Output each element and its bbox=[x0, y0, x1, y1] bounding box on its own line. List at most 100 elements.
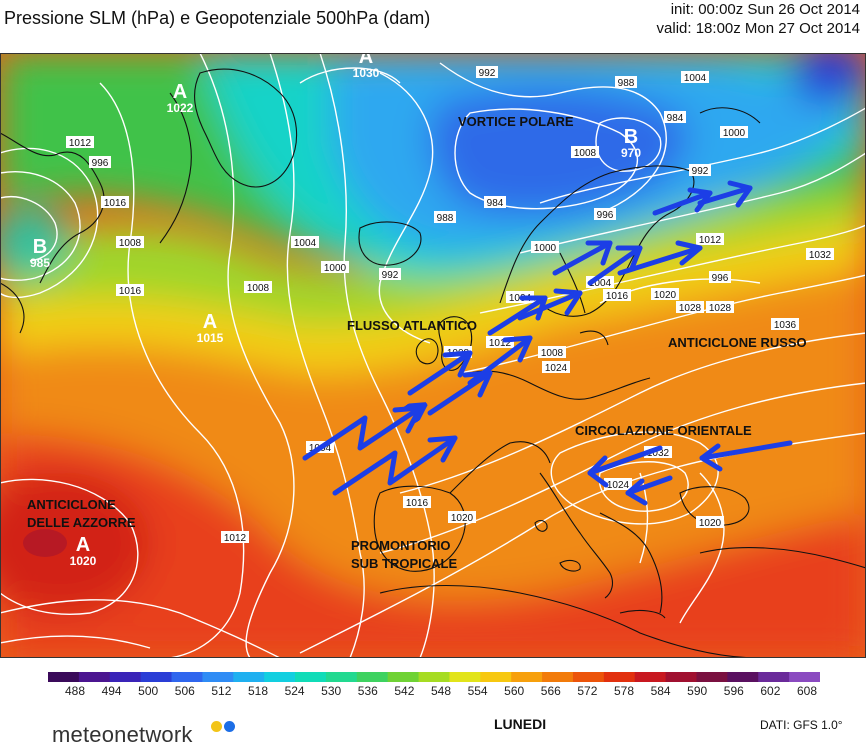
color-scale-swatch bbox=[696, 672, 728, 682]
svg-text:1012: 1012 bbox=[69, 138, 92, 149]
svg-text:1008: 1008 bbox=[247, 283, 270, 294]
isobar-label: 1008 bbox=[116, 236, 144, 249]
svg-text:1015: 1015 bbox=[197, 331, 224, 345]
svg-text:1012: 1012 bbox=[489, 338, 512, 349]
color-scale-swatch bbox=[295, 672, 327, 682]
svg-text:1000: 1000 bbox=[534, 243, 557, 254]
isobar-label: 1020 bbox=[651, 288, 679, 301]
map-annotations: VORTICE POLARE FLUSSO ATLANTICO ANTICICL… bbox=[27, 114, 807, 571]
atlantic-arrow-12 bbox=[697, 185, 753, 206]
svg-text:1036: 1036 bbox=[774, 320, 797, 331]
svg-text:992: 992 bbox=[479, 68, 496, 79]
color-scale-swatch bbox=[789, 672, 820, 682]
arrowhead-a3 bbox=[442, 350, 473, 378]
color-scale-tick: 488 bbox=[64, 684, 86, 698]
init-time: init: 00:00z Sun 26 Oct 2014 bbox=[670, 1, 860, 18]
color-scale-swatch bbox=[325, 672, 358, 682]
color-scale-swatch bbox=[48, 672, 80, 682]
east-arrow-2 bbox=[587, 455, 609, 488]
isobar-label: 1016 bbox=[603, 289, 631, 302]
atlantic-arrow-7 bbox=[517, 290, 583, 321]
arrowhead-a11 bbox=[687, 187, 713, 213]
isobar-label: 1016 bbox=[403, 496, 431, 509]
svg-text:992: 992 bbox=[692, 166, 709, 177]
svg-text:1028: 1028 bbox=[709, 303, 732, 314]
svg-text:B: B bbox=[624, 126, 638, 148]
isobar-label: 1012 bbox=[66, 136, 94, 149]
isobar-label: 988 bbox=[615, 76, 637, 89]
east-arrow-3 bbox=[625, 475, 673, 496]
svg-text:A: A bbox=[359, 53, 373, 68]
label-promontorio-1: PROMONTORIO bbox=[351, 538, 450, 553]
arrowhead-a7 bbox=[553, 288, 583, 316]
color-scale-swatch bbox=[140, 672, 173, 682]
atlantic-arrow-9 bbox=[587, 245, 643, 286]
color-scale-swatch bbox=[264, 672, 296, 682]
svg-text:1016: 1016 bbox=[406, 498, 429, 509]
run-info: init: 00:00z Sun 26 Oct 2014 valid: 18:0… bbox=[657, 0, 860, 38]
east-arrow-4 bbox=[625, 478, 648, 506]
svg-text:1000: 1000 bbox=[324, 263, 347, 274]
svg-text:1020: 1020 bbox=[699, 518, 722, 529]
svg-text:1016: 1016 bbox=[606, 291, 629, 302]
svg-text:1020: 1020 bbox=[451, 513, 474, 524]
label-circolazione: CIRCOLAZIONE ORIENTALE bbox=[575, 423, 752, 438]
isobar-label: 996 bbox=[594, 208, 616, 221]
svg-text:1008: 1008 bbox=[574, 148, 597, 159]
day-label: LUNEDI bbox=[494, 716, 547, 732]
svg-text:1016: 1016 bbox=[104, 198, 127, 209]
color-scale-swatch bbox=[356, 672, 389, 682]
isobars bbox=[0, 53, 866, 658]
atlantic-arrow-3 bbox=[407, 350, 473, 396]
atlantic-arrow-2 bbox=[332, 435, 458, 496]
svg-text:1008: 1008 bbox=[119, 238, 142, 249]
arrowhead-a8 bbox=[585, 240, 613, 266]
isobar-label: 996 bbox=[709, 271, 731, 284]
svg-text:1004: 1004 bbox=[589, 278, 612, 289]
color-scale-swatch bbox=[727, 672, 759, 682]
color-scale-swatch bbox=[233, 672, 265, 682]
field-blue bbox=[429, 89, 688, 216]
east-arrow-6 bbox=[699, 443, 723, 472]
atlantic-arrow-11 bbox=[652, 190, 713, 216]
color-scale-tick: 572 bbox=[577, 684, 598, 698]
svg-text:1028: 1028 bbox=[679, 303, 702, 314]
color-scale-swatch bbox=[480, 672, 512, 682]
color-scale-tick: 584 bbox=[650, 684, 671, 698]
east-arrow-1 bbox=[587, 445, 663, 476]
atlantic-arrow-4 bbox=[427, 370, 493, 416]
color-scale-swatch bbox=[572, 672, 605, 682]
arrowhead-a5 bbox=[502, 335, 533, 363]
svg-text:970: 970 bbox=[621, 146, 641, 160]
isobar-label: 1032 bbox=[806, 248, 834, 261]
isobar-label: 1004 bbox=[291, 236, 319, 249]
data-source: DATI: GFS 1.0° bbox=[760, 718, 843, 732]
svg-text:1020: 1020 bbox=[70, 554, 97, 568]
isobar-label: 1024 bbox=[604, 478, 632, 491]
svg-text:1032: 1032 bbox=[809, 250, 832, 261]
isobar-label: 1020 bbox=[696, 516, 724, 529]
color-scale-tick: 530 bbox=[321, 684, 342, 698]
chart-title: Pressione SLM (hPa) e Geopotenziale 500h… bbox=[4, 8, 431, 28]
svg-text:992: 992 bbox=[382, 270, 399, 281]
svg-text:984: 984 bbox=[487, 198, 504, 209]
isobar-label: 1012 bbox=[696, 233, 724, 246]
color-scale-tick: 608 bbox=[796, 684, 818, 698]
color-scale-tick: 518 bbox=[247, 684, 269, 698]
isobar-label: 1020 bbox=[448, 511, 476, 524]
arrowhead-a2 bbox=[427, 435, 458, 463]
color-scale-tick: 602 bbox=[760, 684, 781, 698]
atlantic-arrow-6 bbox=[487, 295, 548, 336]
field-azores-core bbox=[0, 473, 150, 613]
isobar-label: 996 bbox=[89, 156, 111, 169]
svg-text:985: 985 bbox=[30, 256, 50, 270]
isobar-label: 1000 bbox=[531, 241, 559, 254]
svg-text:1008: 1008 bbox=[541, 348, 564, 359]
isobar-label: 992 bbox=[476, 66, 498, 79]
svg-text:996: 996 bbox=[92, 158, 109, 169]
color-scale-swatch bbox=[758, 672, 790, 682]
color-scale-swatch bbox=[634, 672, 667, 682]
